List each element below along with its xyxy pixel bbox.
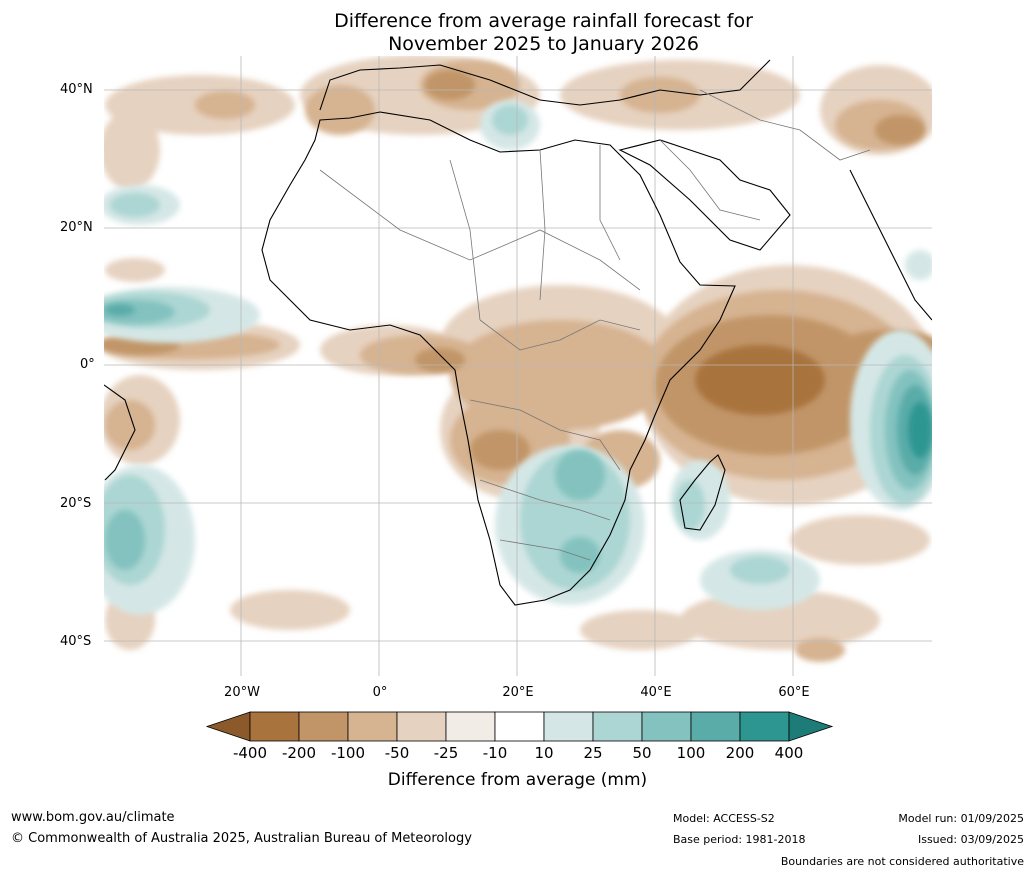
colorbar-tick-label: -25	[433, 744, 459, 762]
lat-label-40s: 40°S	[60, 634, 92, 649]
lat-label-20s: 20°S	[60, 496, 92, 511]
map-title: Difference from average rainfall forecas…	[0, 10, 1035, 56]
colorbar-tick-label: -100	[330, 744, 366, 762]
colorbar	[205, 711, 834, 742]
lat-label-20n: 20°N	[60, 220, 93, 235]
dry-200-shading	[695, 345, 825, 415]
africa-coastline	[261, 111, 736, 606]
colorbar-band	[347, 711, 398, 742]
colorbar-band	[494, 711, 545, 742]
colorbar-band	[592, 711, 643, 742]
lat-label-0: 0°	[80, 357, 95, 372]
colorbar-tick-label: -10	[482, 744, 508, 762]
colorbar-tick-label: -400	[232, 744, 268, 762]
base-period: Base period: 1981-2018	[673, 833, 806, 846]
colorbar-band	[690, 711, 741, 742]
colorbar-band	[249, 711, 300, 742]
boundaries-note: Boundaries are not considered authoritat…	[780, 855, 1024, 868]
issued-date: Issued: 03/09/2025	[917, 833, 1024, 846]
copyright-text: © Commonwealth of Australia 2025, Austra…	[11, 831, 472, 846]
country-borders	[319, 89, 871, 561]
europe-coastline	[319, 59, 771, 111]
lon-label-40e: 40°E	[640, 685, 672, 700]
colorbar-band	[739, 711, 790, 742]
wet-400-shading	[908, 402, 932, 458]
colorbar-band	[641, 711, 692, 742]
colorbar-tick-label: -200	[281, 744, 317, 762]
colorbar-tick-label: 25	[583, 744, 603, 762]
colorbar-tick-label: -50	[384, 744, 410, 762]
colorbar-tick-label: 50	[632, 744, 652, 762]
india-coastline	[849, 169, 932, 321]
lat-label-40n: 40°N	[60, 82, 93, 97]
title-line-2: November 2025 to January 2026	[388, 33, 699, 55]
colorbar-tick-label: 10	[534, 744, 554, 762]
model-name: Model: ACCESS-S2	[673, 812, 775, 825]
lon-label-0: 0°	[372, 685, 388, 700]
website-link[interactable]: www.bom.gov.au/climate	[11, 810, 175, 825]
south-america-coastline	[104, 384, 136, 481]
colorbar-extend-high	[788, 711, 834, 742]
colorbar-extend-low	[205, 711, 251, 742]
lon-label-60e: 60°E	[778, 685, 810, 700]
map-panel	[104, 56, 932, 676]
lon-label-20w: 20°W	[224, 685, 260, 700]
lon-label-20e: 20°E	[502, 685, 534, 700]
colorbar-title: Difference from average (mm)	[387, 770, 648, 790]
title-line-1: Difference from average rainfall forecas…	[334, 10, 753, 32]
coastlines	[104, 59, 932, 606]
madagascar-coastline	[679, 454, 726, 531]
colorbar-tick-label: 100	[676, 744, 706, 762]
colorbar-tick-label: 200	[725, 744, 755, 762]
model-run: Model run: 01/09/2025	[898, 812, 1024, 825]
graticule	[104, 56, 932, 676]
colorbar-band	[396, 711, 447, 742]
arabia-coastline	[618, 139, 791, 251]
anomaly-field	[104, 56, 932, 662]
colorbar-band	[543, 711, 594, 742]
colorbar-band	[445, 711, 496, 742]
colorbar-tick-label: 400	[774, 744, 804, 762]
colorbar-band	[298, 711, 349, 742]
